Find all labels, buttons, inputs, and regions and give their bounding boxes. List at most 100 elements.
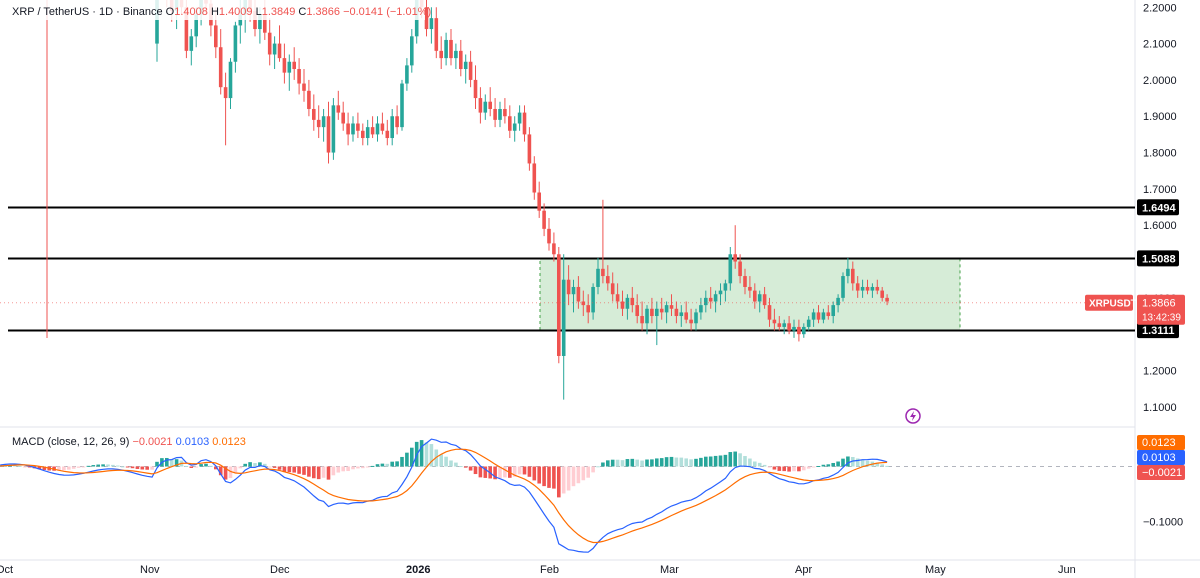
candle-body <box>669 305 674 309</box>
candle-body <box>596 268 600 287</box>
candle-body <box>615 294 620 302</box>
macd-histogram-bar <box>91 465 96 467</box>
macd-histogram-bar <box>860 459 865 467</box>
candle-body <box>380 123 385 131</box>
candle-body <box>341 112 345 124</box>
candle-body <box>723 283 728 291</box>
level-price-label: 1.6494 <box>1142 202 1177 214</box>
macd-histogram-bar <box>630 458 635 467</box>
macd-panel <box>0 438 1135 553</box>
candle-body <box>444 39 448 59</box>
candle-body <box>733 254 737 262</box>
candle-body <box>811 312 816 320</box>
macd-histogram-bar <box>302 466 306 475</box>
candle-body <box>405 65 409 84</box>
candle-body <box>713 294 718 302</box>
macd-histogram-bar <box>694 458 698 467</box>
macd-histogram-bar <box>738 453 742 467</box>
histogram-value-tag <box>1137 465 1185 480</box>
y-tick-label: 1.9000 <box>1143 111 1177 123</box>
candle-body <box>390 116 394 139</box>
candle-body <box>753 290 757 302</box>
y-tick-label: 1.8000 <box>1143 148 1177 160</box>
macd-histogram-bar <box>351 466 355 470</box>
candle-body <box>189 36 194 51</box>
symbol-title[interactable]: XRP / TetherUS · 1D · Binance O1.4008 H1… <box>12 6 431 18</box>
macd-histogram-bar <box>463 466 468 468</box>
candle-body <box>517 112 522 124</box>
macd-y-tick-label: −0.1000 <box>1143 517 1183 529</box>
macd-histogram-bar <box>316 466 321 480</box>
macd-histogram-bar <box>169 459 174 467</box>
lightning-icon-glyph <box>910 411 916 421</box>
candle-body <box>880 290 884 298</box>
candle-body <box>806 319 811 327</box>
macd-histogram-bar <box>444 456 448 467</box>
candle-body <box>385 130 390 139</box>
candle-body <box>459 50 463 70</box>
lightning-icon[interactable] <box>905 408 921 424</box>
candle-body <box>312 108 316 120</box>
price-axis[interactable]: 2.2000 2.1000 2.0000 1.9000 1.8000 1.7000 1.60… <box>0 2 1185 529</box>
y-tick-label: 1.7000 <box>1143 184 1177 196</box>
macd-histogram-bar <box>106 464 110 467</box>
candle-body <box>483 101 488 113</box>
x-tick-label: Mar <box>660 564 679 576</box>
candle-body <box>581 301 586 306</box>
candle-body <box>508 116 512 131</box>
macd-histogram-bar <box>620 460 625 467</box>
level-price-tag <box>1137 250 1179 267</box>
macd-histogram-bar <box>361 466 365 469</box>
signal-value-tag <box>1137 435 1185 450</box>
macd-histogram-bar <box>478 466 483 478</box>
candle-body <box>488 101 492 109</box>
macd-histogram-bar <box>419 440 424 467</box>
macd-histogram-bar <box>640 460 644 467</box>
candle-body <box>767 305 772 320</box>
macd-histogram-bar <box>258 462 262 467</box>
macd-histogram-bar <box>390 461 394 467</box>
candle-body <box>875 286 880 291</box>
macd-histogram-bar <box>405 452 409 467</box>
macd-histogram-bar <box>542 466 546 487</box>
candle-body <box>498 108 502 120</box>
x-tick-label: 2026 <box>406 564 430 576</box>
y-tick-label: 1.2000 <box>1143 366 1177 378</box>
macd-histogram-bar <box>184 465 189 467</box>
macd-histogram-bar <box>645 459 649 467</box>
macd-histogram-bar <box>365 466 370 468</box>
macd-histogram-bar <box>165 457 169 467</box>
macd-histogram-bar <box>135 466 140 469</box>
macd-histogram-bar <box>248 462 252 467</box>
macd-histogram-bar <box>194 466 198 468</box>
macd-legend[interactable]: MACD (close, 12, 26, 9) −0.0021 0.0103 0… <box>12 436 246 448</box>
candle-body <box>370 127 375 135</box>
macd-histogram-bar <box>62 466 66 471</box>
candle-body <box>503 108 507 117</box>
macd-histogram-bar <box>855 458 860 467</box>
macd-histogram-bar <box>880 464 884 467</box>
horizontal-levels <box>8 206 1135 332</box>
candle-body <box>395 116 399 128</box>
y-tick-label: 1.1000 <box>1143 402 1177 414</box>
candle-body <box>674 308 679 317</box>
macd-histogram-bar <box>454 462 458 467</box>
macd-histogram-bar <box>552 466 556 489</box>
macd-histogram-bar <box>816 465 821 467</box>
macd-histogram-bar <box>684 458 688 467</box>
candle-body <box>478 98 483 113</box>
macd-histogram-bar <box>243 463 247 467</box>
candle-body <box>361 130 365 139</box>
macd-histogram-bar <box>395 461 399 467</box>
macd-histogram-bar <box>606 460 610 467</box>
candle-body <box>365 127 370 139</box>
candle-body <box>679 312 684 317</box>
macd-histogram-bar <box>557 466 561 498</box>
macd-histogram-bar <box>699 457 703 467</box>
macd-histogram-bar <box>493 466 497 480</box>
candle-body <box>449 39 453 59</box>
time-axis[interactable]: Oct Nov Dec 2026 Feb Mar Apr May Jun <box>0 564 1076 576</box>
candle-body <box>797 326 801 335</box>
macd-histogram-bar <box>189 466 194 468</box>
